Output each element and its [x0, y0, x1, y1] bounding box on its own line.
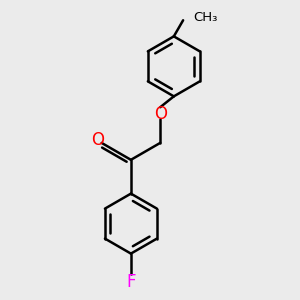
Text: O: O [91, 131, 104, 149]
Text: F: F [126, 273, 136, 291]
Text: O: O [154, 105, 167, 123]
Text: CH₃: CH₃ [193, 11, 217, 24]
